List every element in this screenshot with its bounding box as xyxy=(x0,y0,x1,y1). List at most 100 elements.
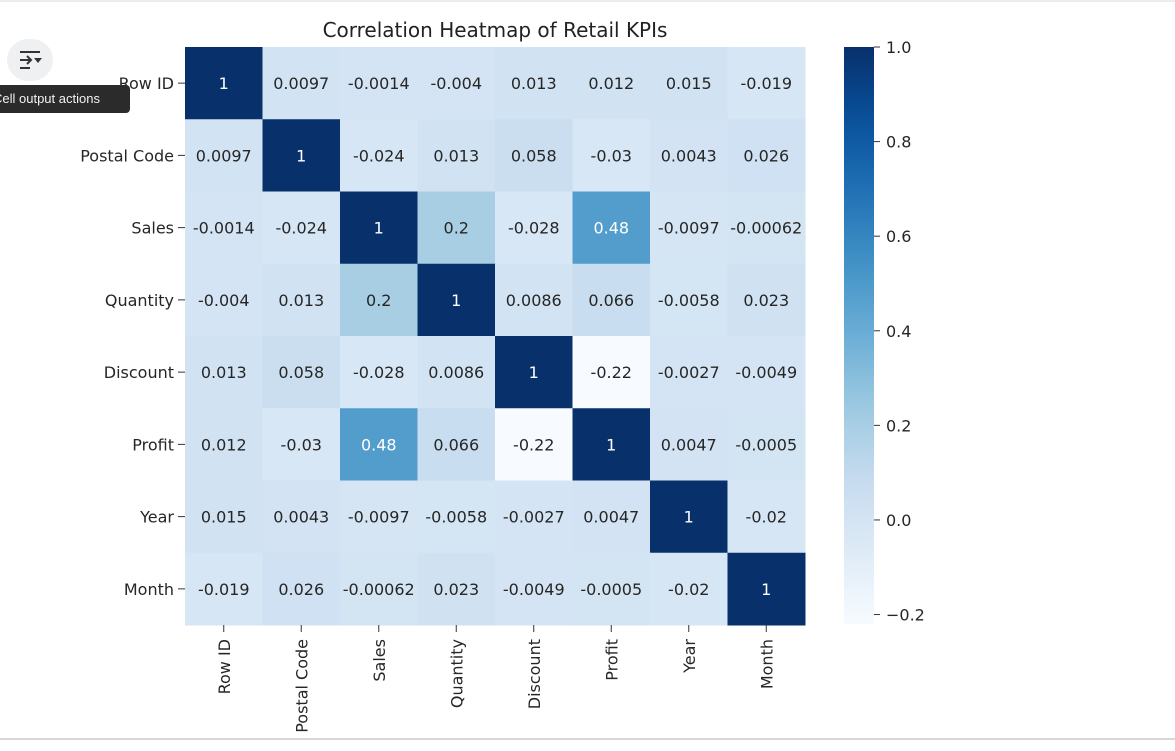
cell-annotation: 0.0097 xyxy=(273,74,329,93)
cell-annotation: 0.058 xyxy=(278,363,324,382)
heatmap-cell xyxy=(262,408,341,481)
heatmap-cell xyxy=(340,552,418,626)
colorbar-tick-label: 0.0 xyxy=(886,511,911,530)
heatmap-cell xyxy=(340,480,418,554)
heatmap-cell xyxy=(417,191,496,265)
cell-annotation: 0.058 xyxy=(511,146,557,165)
cell-annotation: 1 xyxy=(219,74,229,93)
heatmap-cell xyxy=(262,191,341,265)
heatmap-cell xyxy=(495,552,573,626)
col-tick-label: Row ID xyxy=(215,639,234,694)
output-actions-tooltip: Cell output actions xyxy=(0,85,130,113)
heatmap-cell xyxy=(727,480,806,554)
cell-annotation: -0.024 xyxy=(353,146,405,165)
heatmap-cell xyxy=(727,47,806,120)
heatmap-cell xyxy=(340,191,418,265)
cell-annotation: -0.02 xyxy=(668,580,709,599)
heatmap-cell xyxy=(185,263,263,337)
heatmap-cell xyxy=(495,263,573,337)
cell-annotation: -0.0027 xyxy=(658,363,720,382)
bottom-divider xyxy=(0,738,1175,740)
chart-title: Correlation Heatmap of Retail KPIs xyxy=(323,18,668,42)
heatmap-cell xyxy=(572,480,651,554)
cell-annotation: -0.03 xyxy=(591,146,632,165)
heatmap-cell xyxy=(340,119,418,192)
heatmap-cell xyxy=(650,119,728,192)
cell-annotation: 1 xyxy=(451,291,461,310)
cell-annotation: 0.48 xyxy=(361,435,397,454)
heatmap-cell xyxy=(495,408,573,481)
cell-annotation: 0.012 xyxy=(588,74,634,93)
cell-annotation: -0.0049 xyxy=(735,363,797,382)
colorbar-tick-label: 0.2 xyxy=(886,416,911,435)
cell-annotation: 1 xyxy=(296,146,306,165)
cell-annotation: 1 xyxy=(761,580,771,599)
cell-annotation: 0.013 xyxy=(201,363,247,382)
heatmap-cell xyxy=(262,480,341,554)
cell-annotation: -0.004 xyxy=(198,291,250,310)
col-tick-label: Month xyxy=(757,639,776,689)
heatmap-cell xyxy=(650,336,728,409)
heatmap-cell xyxy=(572,119,651,192)
cell-annotation: 0.0047 xyxy=(661,435,717,454)
cell-annotation: 0.015 xyxy=(666,74,712,93)
output-actions-button[interactable] xyxy=(7,39,53,81)
heatmap-cell xyxy=(727,119,806,192)
cell-annotation: 0.013 xyxy=(278,291,324,310)
heatmap-cell xyxy=(650,191,728,265)
row-tick-label: Profit xyxy=(132,435,174,454)
col-tick-label: Profit xyxy=(602,639,621,681)
cell-annotation: -0.02 xyxy=(746,508,787,527)
heatmap-cell xyxy=(417,119,496,192)
cell-annotation: 0.023 xyxy=(433,580,479,599)
colorbar xyxy=(844,47,874,624)
cell-annotation: 0.0047 xyxy=(583,508,639,527)
cell-annotation: -0.0005 xyxy=(580,580,642,599)
colorbar-tick-label: −0.2 xyxy=(886,606,925,625)
cell-annotation: 0.2 xyxy=(444,219,469,238)
col-tick-label: Discount xyxy=(525,639,544,709)
col-tick-label: Postal Code xyxy=(292,639,311,733)
cell-annotation: -0.0014 xyxy=(348,74,410,93)
cell-annotation: -0.0097 xyxy=(658,219,720,238)
heatmap-cell xyxy=(650,47,728,120)
cell-annotation: -0.004 xyxy=(430,74,482,93)
heatmap-cell xyxy=(417,480,496,554)
heatmap-cell xyxy=(417,552,496,626)
heatmap-cell xyxy=(262,336,341,409)
cell-annotation: -0.0058 xyxy=(425,508,487,527)
heatmap-cell xyxy=(185,336,263,409)
heatmap-cell xyxy=(417,408,496,481)
cell-annotation: 0.012 xyxy=(201,435,247,454)
heatmap-cell xyxy=(185,47,263,120)
cell-annotation: 0.026 xyxy=(743,146,789,165)
cell-annotation: -0.03 xyxy=(281,435,322,454)
heatmap-cell xyxy=(495,336,573,409)
col-tick-label: Quantity xyxy=(447,639,466,708)
colorbar-tick-label: 0.8 xyxy=(886,133,911,152)
heatmap-cell xyxy=(727,191,806,265)
heatmap-cell xyxy=(572,408,651,481)
heatmap-cell xyxy=(495,47,573,120)
heatmap-cell xyxy=(650,480,728,554)
col-tick-label: Year xyxy=(680,639,699,674)
row-tick-label: Row ID xyxy=(119,74,174,93)
colorbar-tick-label: 0.4 xyxy=(886,322,911,341)
cell-annotation: 0.2 xyxy=(366,291,391,310)
colorbar-tick-label: 1.0 xyxy=(886,38,911,57)
heatmap-cell xyxy=(185,480,263,554)
cell-annotation: -0.0097 xyxy=(348,508,410,527)
heatmap-cell xyxy=(727,552,806,626)
heatmap-cell xyxy=(262,119,341,192)
cell-annotation: 0.013 xyxy=(511,74,557,93)
heatmap-cell xyxy=(340,408,418,481)
tooltip-text: Cell output actions xyxy=(0,91,100,106)
cell-annotation: 0.0086 xyxy=(428,363,484,382)
cell-annotation: 0.013 xyxy=(433,146,479,165)
cell-annotation: 0.0043 xyxy=(273,508,329,527)
heatmap-cell xyxy=(650,408,728,481)
heatmap-cell xyxy=(495,119,573,192)
cell-annotation: -0.019 xyxy=(740,74,792,93)
heatmap-cell xyxy=(185,552,263,626)
